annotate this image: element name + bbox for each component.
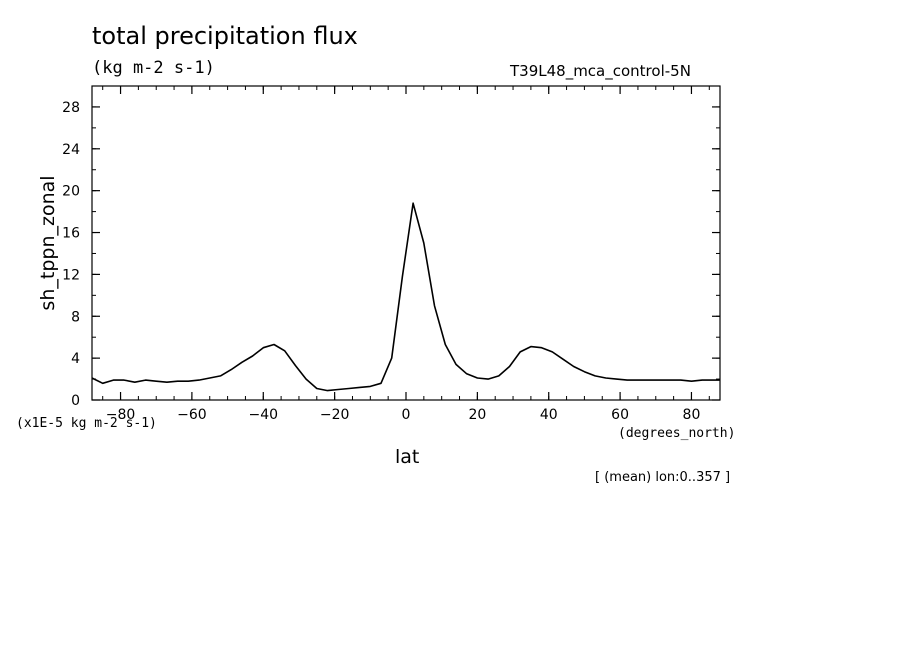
y-tick-label: 8 [71, 309, 80, 325]
series-line [91, 202, 720, 392]
axis-ticks: −80 −60 −40 −20 0 20 40 60 80 0 4 8 12 16 20 24 28 [62, 85, 720, 423]
y-tick-label: 24 [62, 142, 80, 158]
x-tick-label: −40 [248, 407, 278, 423]
y-tick-label: 28 [62, 100, 80, 116]
footer-note: [ (mean) lon:0..357 ] [595, 470, 731, 485]
y-tick-label: 0 [71, 393, 80, 409]
x-axis-label: lat [395, 446, 420, 468]
y-tick-label: 20 [62, 184, 80, 200]
plot-frame [91, 85, 721, 401]
x-tick-label: −60 [177, 407, 207, 423]
x-tick-label: −20 [320, 407, 350, 423]
y-tick-label: 16 [62, 226, 80, 242]
chart-title: total precipitation flux [92, 22, 358, 50]
x-tick-label: 80 [683, 407, 701, 423]
chart-units: (kg m-2 s-1) [92, 58, 215, 78]
y-scale-note: (x1E-5 kg m-2 s-1) [16, 416, 157, 431]
experiment-label: T39L48_mca_control-5N [510, 62, 691, 80]
y-tick-label: 4 [71, 351, 80, 367]
y-tick-label: 12 [62, 267, 80, 283]
x-tick-label: 60 [611, 407, 629, 423]
x-tick-label: 20 [468, 407, 486, 423]
x-axis-units: (degrees_north) [618, 426, 736, 441]
x-tick-label: 40 [540, 407, 558, 423]
x-tick-label: 0 [402, 407, 411, 423]
x-tick-label: −80 [106, 407, 136, 423]
